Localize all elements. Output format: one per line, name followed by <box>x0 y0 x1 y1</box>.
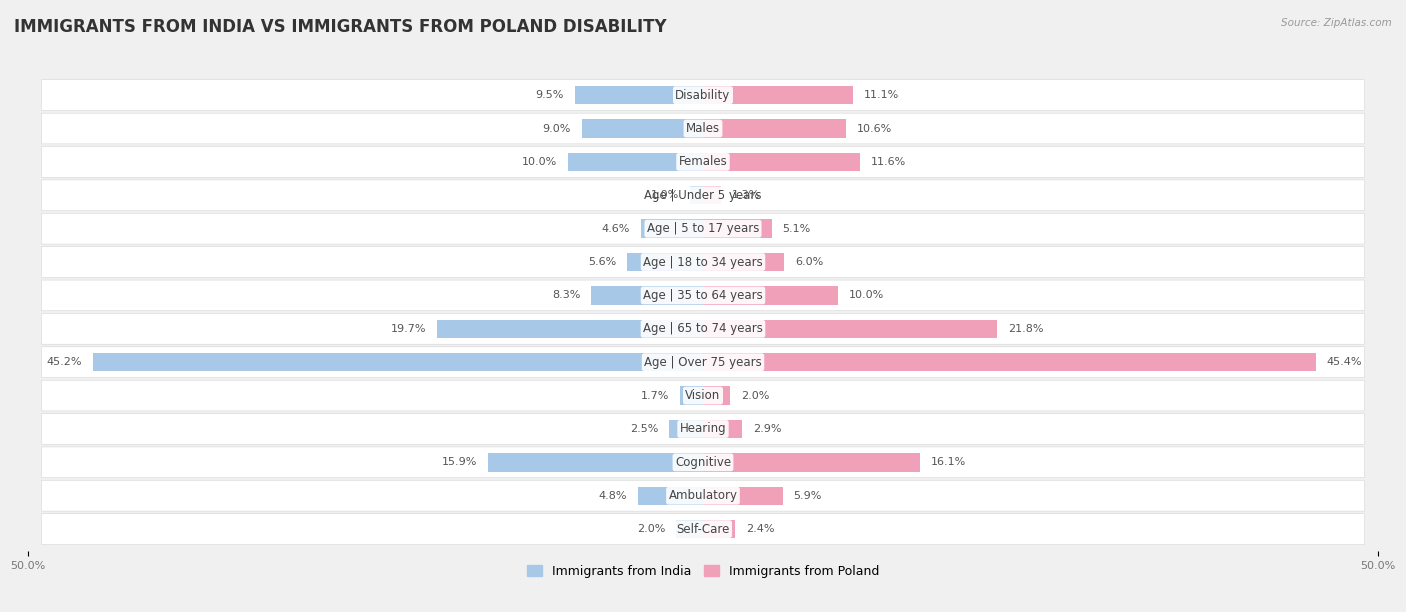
Text: Males: Males <box>686 122 720 135</box>
Text: Ambulatory: Ambulatory <box>668 489 738 502</box>
FancyBboxPatch shape <box>42 280 1364 311</box>
Text: Disability: Disability <box>675 89 731 102</box>
Bar <box>703 186 720 204</box>
Text: 45.4%: 45.4% <box>1327 357 1362 367</box>
Text: 1.7%: 1.7% <box>641 390 669 401</box>
Text: Cognitive: Cognitive <box>675 456 731 469</box>
Bar <box>703 453 921 471</box>
Text: IMMIGRANTS FROM INDIA VS IMMIGRANTS FROM POLAND DISABILITY: IMMIGRANTS FROM INDIA VS IMMIGRANTS FROM… <box>14 18 666 36</box>
Bar <box>575 86 703 104</box>
Text: 2.5%: 2.5% <box>630 424 658 434</box>
Bar <box>703 386 730 405</box>
FancyBboxPatch shape <box>42 380 1364 411</box>
Text: Hearing: Hearing <box>679 422 727 436</box>
FancyBboxPatch shape <box>42 113 1364 144</box>
Bar <box>689 186 703 204</box>
Text: 16.1%: 16.1% <box>931 457 966 468</box>
Text: 10.6%: 10.6% <box>856 124 893 133</box>
Bar <box>638 487 703 505</box>
Text: Age | Under 5 years: Age | Under 5 years <box>644 188 762 202</box>
FancyBboxPatch shape <box>42 214 1364 244</box>
FancyBboxPatch shape <box>42 347 1364 378</box>
FancyBboxPatch shape <box>42 247 1364 277</box>
Bar <box>641 220 703 238</box>
FancyBboxPatch shape <box>42 80 1364 111</box>
Text: Self-Care: Self-Care <box>676 523 730 536</box>
Text: 19.7%: 19.7% <box>391 324 426 334</box>
Text: 1.0%: 1.0% <box>651 190 679 200</box>
Text: Age | Over 75 years: Age | Over 75 years <box>644 356 762 368</box>
Text: 9.5%: 9.5% <box>536 90 564 100</box>
Text: 10.0%: 10.0% <box>849 291 884 300</box>
Text: 8.3%: 8.3% <box>551 291 581 300</box>
Bar <box>93 353 703 371</box>
Bar <box>703 520 735 539</box>
Text: 5.1%: 5.1% <box>783 223 811 234</box>
Text: 10.0%: 10.0% <box>522 157 557 167</box>
FancyBboxPatch shape <box>42 180 1364 211</box>
Text: Females: Females <box>679 155 727 168</box>
Bar <box>703 319 997 338</box>
Text: Age | 65 to 74 years: Age | 65 to 74 years <box>643 323 763 335</box>
FancyBboxPatch shape <box>42 414 1364 444</box>
Bar <box>703 253 785 271</box>
Text: 15.9%: 15.9% <box>443 457 478 468</box>
Text: 21.8%: 21.8% <box>1008 324 1043 334</box>
Bar <box>703 153 859 171</box>
Text: Age | 5 to 17 years: Age | 5 to 17 years <box>647 222 759 235</box>
FancyBboxPatch shape <box>42 447 1364 478</box>
Bar <box>703 286 838 305</box>
Bar <box>703 353 1316 371</box>
Text: 2.0%: 2.0% <box>637 524 665 534</box>
FancyBboxPatch shape <box>42 313 1364 344</box>
FancyBboxPatch shape <box>42 146 1364 177</box>
Bar <box>676 520 703 539</box>
Bar <box>703 86 853 104</box>
Bar <box>582 119 703 138</box>
Bar <box>703 487 783 505</box>
Bar <box>703 119 846 138</box>
Text: 9.0%: 9.0% <box>543 124 571 133</box>
Text: Vision: Vision <box>685 389 721 402</box>
Bar <box>591 286 703 305</box>
Text: 45.2%: 45.2% <box>46 357 82 367</box>
Bar <box>627 253 703 271</box>
Text: Age | 18 to 34 years: Age | 18 to 34 years <box>643 256 763 269</box>
Text: 5.6%: 5.6% <box>588 257 617 267</box>
Text: Source: ZipAtlas.com: Source: ZipAtlas.com <box>1281 18 1392 28</box>
Text: 5.9%: 5.9% <box>793 491 823 501</box>
Bar <box>703 220 772 238</box>
Bar <box>437 319 703 338</box>
Text: 1.3%: 1.3% <box>731 190 759 200</box>
FancyBboxPatch shape <box>42 513 1364 545</box>
Bar <box>568 153 703 171</box>
Bar <box>681 386 703 405</box>
Text: Age | 35 to 64 years: Age | 35 to 64 years <box>643 289 763 302</box>
Text: 2.4%: 2.4% <box>747 524 775 534</box>
Text: 2.0%: 2.0% <box>741 390 769 401</box>
Text: 11.1%: 11.1% <box>863 90 898 100</box>
Text: 4.8%: 4.8% <box>599 491 627 501</box>
Text: 11.6%: 11.6% <box>870 157 905 167</box>
FancyBboxPatch shape <box>42 480 1364 511</box>
Text: 4.6%: 4.6% <box>602 223 630 234</box>
Bar <box>488 453 703 471</box>
Legend: Immigrants from India, Immigrants from Poland: Immigrants from India, Immigrants from P… <box>522 560 884 583</box>
Bar <box>669 420 703 438</box>
Bar <box>703 420 742 438</box>
Text: 2.9%: 2.9% <box>754 424 782 434</box>
Text: 6.0%: 6.0% <box>794 257 823 267</box>
